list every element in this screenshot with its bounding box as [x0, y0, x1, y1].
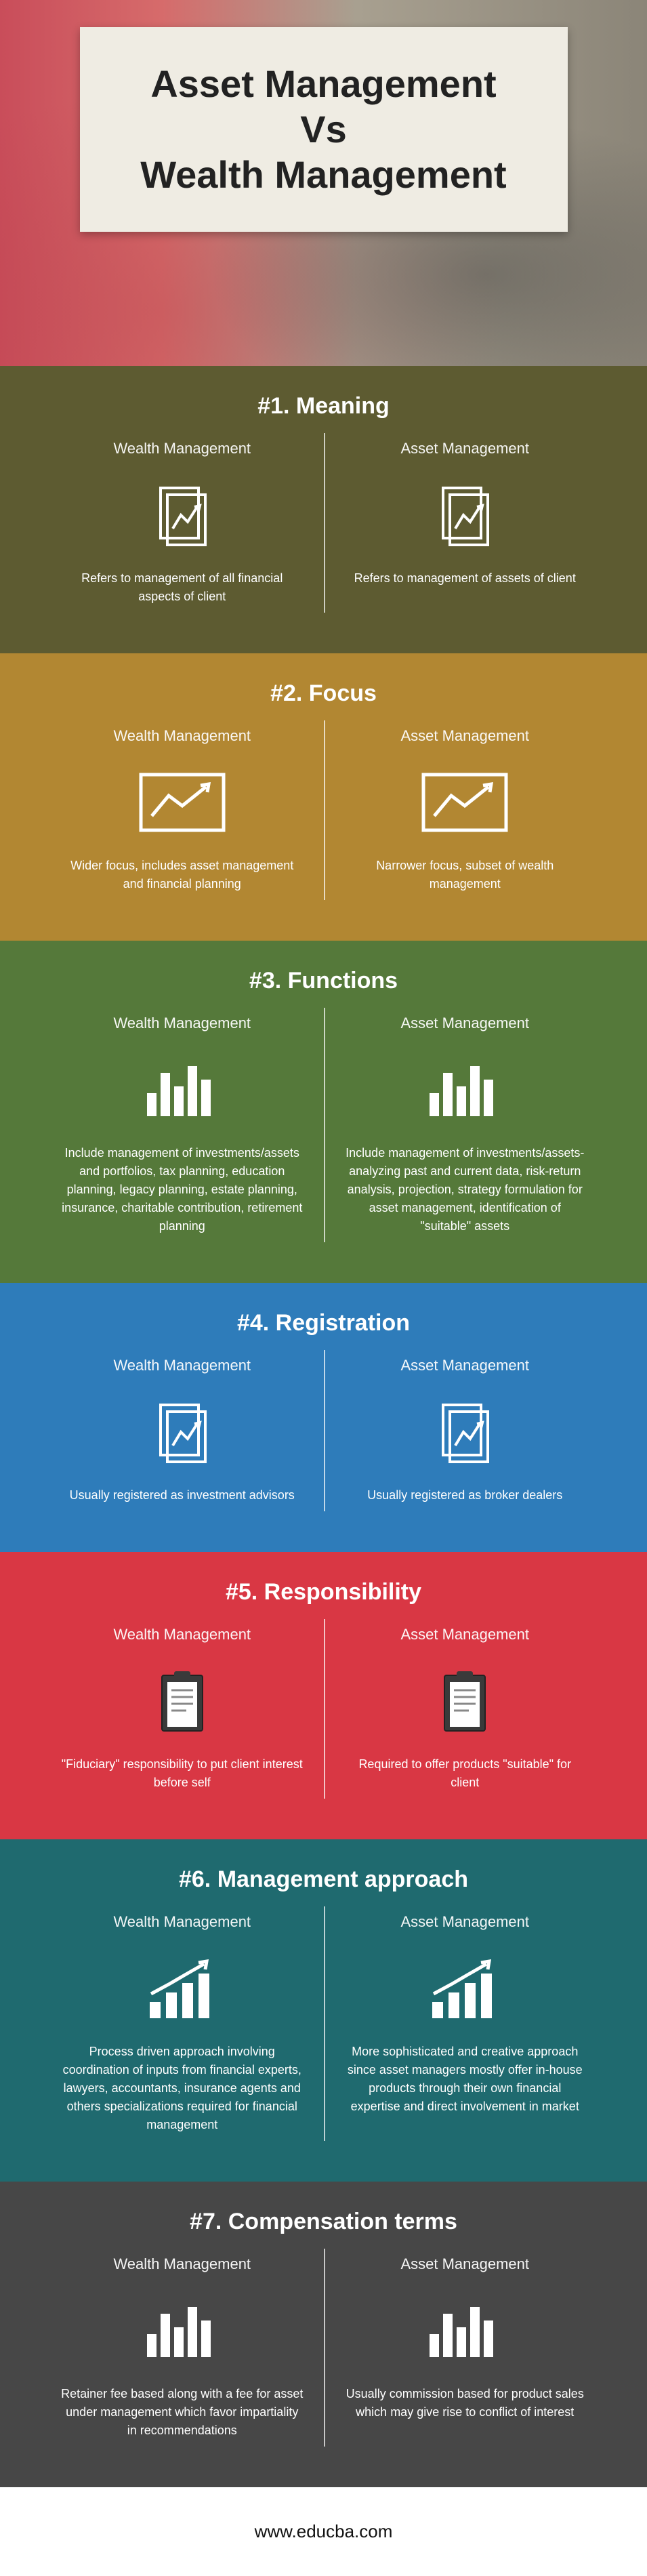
wealth-column: Wealth Management Include management of i…: [41, 1008, 324, 1242]
asset-text: Required to offer products "suitable" fo…: [344, 1755, 587, 1792]
comparison-columns: Wealth Management "Fiduciary" responsibil…: [41, 1619, 606, 1799]
section-5: #5. Responsibility Wealth Management "Fidu…: [0, 1552, 647, 1839]
infographic: Asset Management Vs Wealth Management #1…: [0, 0, 647, 2576]
column-header: Asset Management: [344, 1626, 587, 1643]
wealth-column: Wealth Management Usually registered as i…: [41, 1350, 324, 1511]
doc-chart-icon: [61, 1395, 304, 1469]
comparison-columns: Wealth Management Usually registered as i…: [41, 1350, 606, 1511]
footer-url: www.educba.com: [255, 2521, 393, 2541]
asset-column: Asset Management Required to offer produc…: [324, 1619, 607, 1799]
wealth-column: Wealth Management Retainer fee based alon…: [41, 2249, 324, 2447]
wealth-text: Wider focus, includes asset management a…: [61, 857, 304, 893]
hero: Asset Management Vs Wealth Management: [0, 0, 647, 366]
column-header: Wealth Management: [61, 727, 304, 745]
section-title: #6. Management approach: [41, 1866, 606, 1893]
asset-text: Narrower focus, subset of wealth managem…: [344, 857, 587, 893]
clipboard-icon: [344, 1664, 587, 1738]
asset-column: Asset Management Usually registered as br…: [324, 1350, 607, 1511]
asset-column: Asset Management Include management of in…: [324, 1008, 607, 1242]
trend-box-icon: [344, 765, 587, 840]
section-title: #3. Functions: [41, 968, 606, 994]
comparison-columns: Wealth Management Refers to management of…: [41, 433, 606, 613]
section-title: #2. Focus: [41, 680, 606, 707]
asset-column: Asset Management More sophisticated and c…: [324, 1906, 607, 2141]
wealth-text: "Fiduciary" responsibility to put client…: [61, 1755, 304, 1792]
title-card: Asset Management Vs Wealth Management: [80, 27, 568, 232]
footer: www.educba.com: [0, 2487, 647, 2576]
column-header: Wealth Management: [61, 440, 304, 457]
comparison-columns: Wealth Management Wider focus, includes a…: [41, 720, 606, 900]
asset-text: Usually commission based for product sal…: [344, 2385, 587, 2421]
section-title: #1. Meaning: [41, 393, 606, 420]
asset-text: Include management of investments/assets…: [344, 1144, 587, 1235]
clipboard-icon: [61, 1664, 304, 1738]
comparison-columns: Wealth Management Retainer fee based alon…: [41, 2249, 606, 2447]
asset-text: More sophisticated and creative approach…: [344, 2043, 587, 2116]
asset-text: Usually registered as broker dealers: [344, 1486, 587, 1505]
asset-column: Asset Management Usually commission based…: [324, 2249, 607, 2447]
wealth-column: Wealth Management Wider focus, includes a…: [41, 720, 324, 900]
asset-column: Asset Management Narrower focus, subset o…: [324, 720, 607, 900]
trend-box-icon: [61, 765, 304, 840]
section-2: #2. Focus Wealth Management Wider focus, i…: [0, 653, 647, 941]
column-header: Asset Management: [344, 1357, 587, 1374]
section-7: #7. Compensation terms Wealth Management R…: [0, 2182, 647, 2487]
growth-bars-icon: [61, 1951, 304, 2026]
bars-tall-icon: [61, 1052, 304, 1127]
column-header: Wealth Management: [61, 1357, 304, 1374]
column-header: Wealth Management: [61, 2255, 304, 2273]
column-header: Wealth Management: [61, 1913, 304, 1931]
asset-column: Asset Management Refers to management of …: [324, 433, 607, 613]
section-title: #7. Compensation terms: [41, 2209, 606, 2235]
wealth-column: Wealth Management Process driven approach…: [41, 1906, 324, 2141]
comparison-columns: Wealth Management Include management of i…: [41, 1008, 606, 1242]
wealth-text: Include management of investments/assets…: [61, 1144, 304, 1235]
comparison-columns: Wealth Management Process driven approach…: [41, 1906, 606, 2141]
doc-chart-icon: [61, 478, 304, 552]
column-header: Asset Management: [344, 1913, 587, 1931]
wealth-text: Process driven approach involving coordi…: [61, 2043, 304, 2134]
section-1: #1. Meaning Wealth Management Refers to ma…: [0, 366, 647, 653]
section-title: #5. Responsibility: [41, 1579, 606, 1606]
wealth-text: Usually registered as investment advisor…: [61, 1486, 304, 1505]
section-title: #4. Registration: [41, 1310, 606, 1336]
growth-bars-icon: [344, 1951, 587, 2026]
bars-tall-icon: [344, 1052, 587, 1127]
asset-text: Refers to management of assets of client: [344, 569, 587, 588]
wealth-column: Wealth Management Refers to management of…: [41, 433, 324, 613]
doc-chart-icon: [344, 478, 587, 552]
column-header: Wealth Management: [61, 1015, 304, 1032]
bars-tall-icon: [344, 2293, 587, 2368]
wealth-column: Wealth Management "Fiduciary" responsibil…: [41, 1619, 324, 1799]
column-header: Asset Management: [344, 727, 587, 745]
section-6: #6. Management approach Wealth Management…: [0, 1839, 647, 2182]
doc-chart-icon: [344, 1395, 587, 1469]
column-header: Asset Management: [344, 1015, 587, 1032]
column-header: Asset Management: [344, 2255, 587, 2273]
section-4: #4. Registration Wealth Management Usually…: [0, 1283, 647, 1552]
wealth-text: Retainer fee based along with a fee for …: [61, 2385, 304, 2440]
column-header: Asset Management: [344, 440, 587, 457]
bars-tall-icon: [61, 2293, 304, 2368]
section-3: #3. Functions Wealth Management Include ma…: [0, 941, 647, 1283]
column-header: Wealth Management: [61, 1626, 304, 1643]
wealth-text: Refers to management of all financial as…: [61, 569, 304, 606]
main-title: Asset Management Vs Wealth Management: [107, 61, 541, 198]
